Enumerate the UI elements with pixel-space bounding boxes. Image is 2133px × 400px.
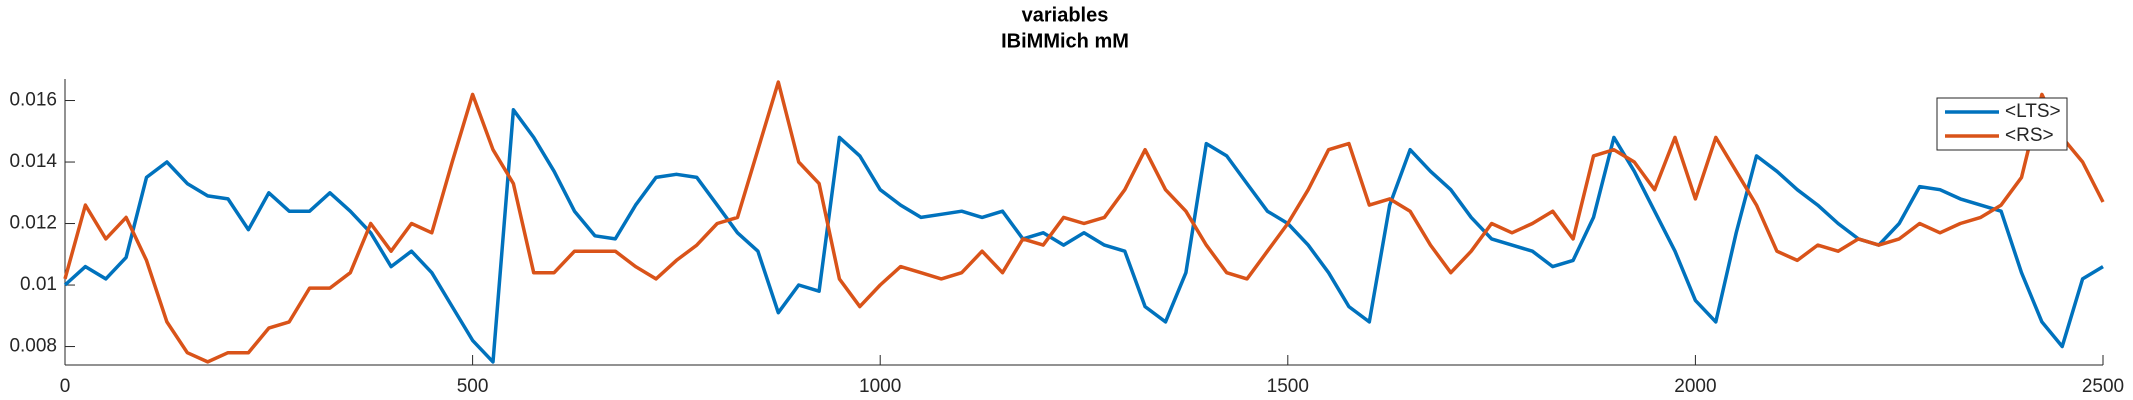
x-tick-label: 1000 <box>859 376 901 397</box>
legend-label: <LTS> <box>2005 101 2061 122</box>
chart-subtitle: IBiMMich mM <box>1001 30 1129 52</box>
y-tick-label: 0.01 <box>20 274 57 295</box>
legend-box <box>1936 97 2068 151</box>
legend-label: <RS> <box>2005 125 2054 146</box>
x-tick-label: 500 <box>457 376 489 397</box>
y-tick-label: 0.014 <box>9 151 57 172</box>
x-tick-label: 1500 <box>1267 376 1309 397</box>
y-tick-label: 0.016 <box>9 90 57 111</box>
chart-title: variables <box>1022 4 1109 26</box>
y-tick-label: 0.012 <box>9 213 57 234</box>
x-tick-label: 2500 <box>2082 376 2124 397</box>
y-tick-label: 0.008 <box>9 336 57 357</box>
x-tick-label: 0 <box>60 376 71 397</box>
series-line <box>63 108 2104 364</box>
series-line <box>63 80 2105 364</box>
x-tick-label: 2000 <box>1674 376 1716 397</box>
